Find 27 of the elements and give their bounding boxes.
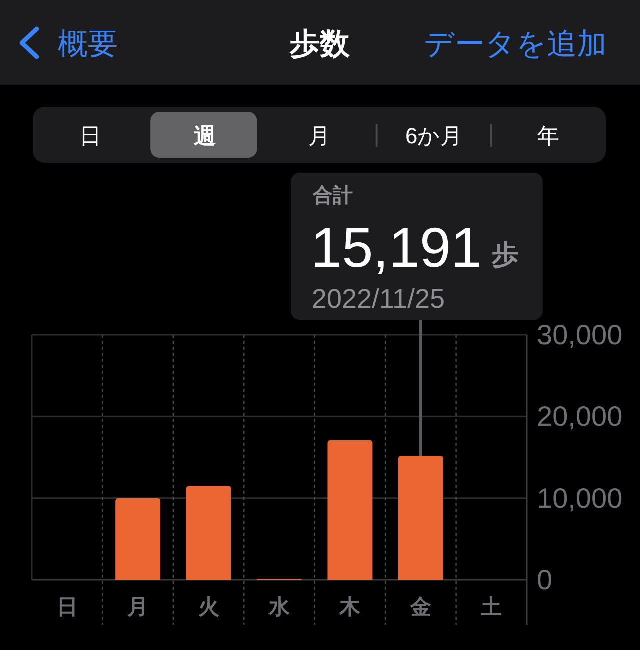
text: 日 xyxy=(79,124,102,148)
x-tick-label: 水 xyxy=(268,596,291,619)
x-tick-label: 月 xyxy=(126,596,149,619)
x-tick-label: 火 xyxy=(198,596,220,619)
text: データを追加 xyxy=(424,28,607,61)
chart-title: 歩数 xyxy=(289,28,351,61)
text: 6か月 xyxy=(405,124,463,148)
y-tick-label: 20,000 xyxy=(537,401,623,432)
y-tick-label: 0 xyxy=(537,564,553,596)
x-tick-label: 金 xyxy=(409,596,432,619)
text: 年 xyxy=(538,124,560,148)
x-tick-label: 日 xyxy=(56,596,78,619)
data-label: 15,191 xyxy=(310,216,482,279)
y-tick-label: 30,000 xyxy=(537,320,623,350)
bar xyxy=(186,486,232,580)
text: 歩 xyxy=(490,240,519,270)
text: 月 xyxy=(308,124,330,148)
x-tick-label: 土 xyxy=(480,596,502,619)
y-tick-label: 10,000 xyxy=(537,482,623,514)
x-tick-label: 木 xyxy=(338,596,362,619)
annotation: 2022/11/25 xyxy=(312,284,446,314)
bar xyxy=(116,498,161,580)
text: 週 xyxy=(194,124,216,148)
text: 合計 xyxy=(312,184,353,207)
bar xyxy=(398,456,444,580)
bar xyxy=(328,440,373,580)
text: 概要 xyxy=(58,28,118,61)
